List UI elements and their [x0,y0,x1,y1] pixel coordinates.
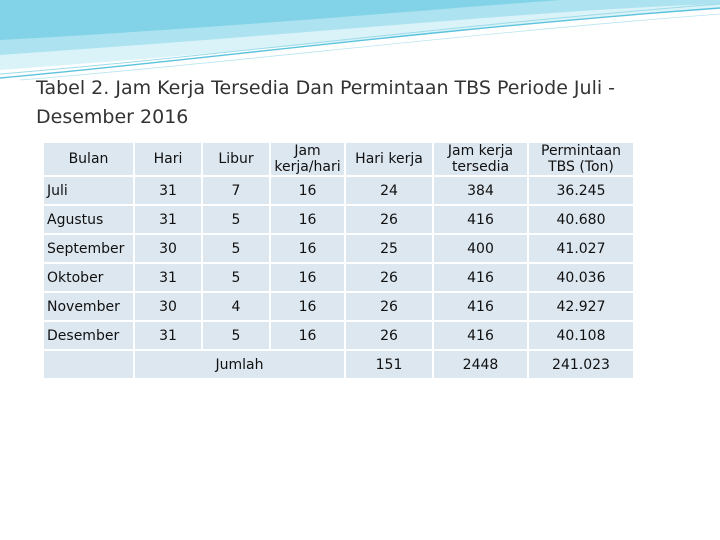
cell-bulan: Oktober [44,264,133,291]
cell-hari-kerja: 26 [346,322,432,349]
cell-libur: 5 [203,322,269,349]
cell-jam-kerja-tersedia: 416 [434,264,527,291]
table-row: November 30 4 16 26 416 42.927 [44,293,633,320]
header-permintaan-tbs: Permintaan TBS (Ton) [529,143,633,175]
table-header-row: Bulan Hari Libur Jam kerja/hari Hari ker… [44,143,633,175]
cell-permintaan: 40.680 [529,206,633,233]
cell-hari: 30 [135,235,201,262]
cell-libur: 4 [203,293,269,320]
cell-bulan: Agustus [44,206,133,233]
cell-permintaan: 36.245 [529,177,633,204]
cell-bulan: September [44,235,133,262]
cell-permintaan: 40.036 [529,264,633,291]
cell-jam-kerja-hari: 16 [271,177,344,204]
header-jam-kerja-tersedia: Jam kerja tersedia [434,143,527,175]
cell-jam-kerja-tersedia: 400 [434,235,527,262]
cell-bulan: Desember [44,322,133,349]
header-hari: Hari [135,143,201,175]
header-jam-tersedia-line-1: Jam kerja [447,143,514,159]
header-jam-line-1: Jam [294,143,321,159]
cell-total-permintaan: 241.023 [529,351,633,378]
cell-jam-kerja-tersedia: 416 [434,322,527,349]
table-row: Oktober 31 5 16 26 416 40.036 [44,264,633,291]
cell-hari-kerja: 24 [346,177,432,204]
table-row: Juli 31 7 16 24 384 36.245 [44,177,633,204]
table-row: Desember 31 5 16 26 416 40.108 [44,322,633,349]
cell-total-hari-kerja: 151 [346,351,432,378]
cell-jam-kerja-tersedia: 384 [434,177,527,204]
cell-hari-kerja: 26 [346,206,432,233]
cell-bulan: Juli [44,177,133,204]
header-swoosh-decoration [0,0,720,81]
cell-total-jam-kerja-tersedia: 2448 [434,351,527,378]
cell-hari: 31 [135,322,201,349]
header-permintaan-line-1: Permintaan [541,143,621,159]
cell-hari: 30 [135,293,201,320]
header-libur: Libur [203,143,269,175]
cell-libur: 7 [203,177,269,204]
cell-jam-kerja-hari: 16 [271,293,344,320]
header-bulan: Bulan [44,143,133,175]
table-row: September 30 5 16 25 400 41.027 [44,235,633,262]
cell-hari-kerja: 26 [346,264,432,291]
data-table: Bulan Hari Libur Jam kerja/hari Hari ker… [42,141,635,380]
cell-jam-kerja-tersedia: 416 [434,206,527,233]
table-total-row: Jumlah 151 2448 241.023 [44,351,633,378]
header-permintaan-line-2: TBS (Ton) [548,159,614,175]
cell-libur: 5 [203,264,269,291]
cell-jam-kerja-hari: 16 [271,322,344,349]
table-row: Agustus 31 5 16 26 416 40.680 [44,206,633,233]
cell-hari: 31 [135,177,201,204]
cell-jam-kerja-hari: 16 [271,206,344,233]
cell-hari: 31 [135,264,201,291]
header-jam-line-2: kerja/hari [274,159,341,175]
cell-total-label: Jumlah [135,351,344,378]
title-line-2: Desember 2016 [36,106,189,128]
cell-jam-kerja-hari: 16 [271,235,344,262]
cell-libur: 5 [203,206,269,233]
cell-libur: 5 [203,235,269,262]
header-jam-tersedia-line-2: tersedia [451,159,510,175]
cell-permintaan: 40.108 [529,322,633,349]
cell-jam-kerja-hari: 16 [271,264,344,291]
cell-total-spacer [44,351,133,378]
title-line-1: Tabel 2. Jam Kerja Tersedia Dan Perminta… [36,77,616,99]
cell-hari: 31 [135,206,201,233]
cell-bulan: November [44,293,133,320]
cell-hari-kerja: 25 [346,235,432,262]
cell-hari-kerja: 26 [346,293,432,320]
cell-jam-kerja-tersedia: 416 [434,293,527,320]
header-jam-kerja-hari: Jam kerja/hari [271,143,344,175]
cell-permintaan: 42.927 [529,293,633,320]
header-hari-kerja: Hari kerja [346,143,432,175]
cell-permintaan: 41.027 [529,235,633,262]
slide-title: Tabel 2. Jam Kerja Tersedia Dan Perminta… [36,74,676,132]
